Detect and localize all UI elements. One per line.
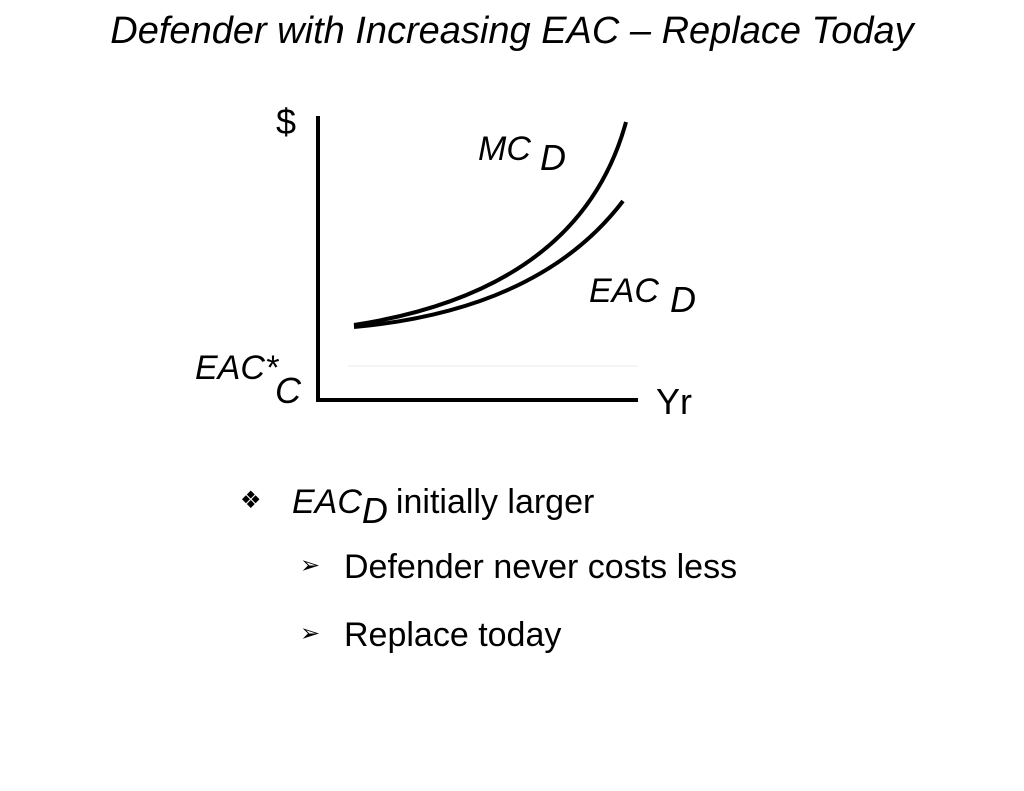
eac-d-curve xyxy=(353,199,625,329)
eac-d-label-text: EAC xyxy=(589,272,659,310)
eac-c-label: EAC* C xyxy=(195,349,302,411)
mc-d-label: MC D xyxy=(478,130,566,178)
sub-bullet-text: Replace today xyxy=(344,616,562,654)
slide-title: Defender with Increasing EAC – Replace T… xyxy=(110,10,914,52)
sub-bullet-item: ➢ Replace today xyxy=(300,616,561,655)
bullet-term-subscript: D xyxy=(361,490,388,531)
arrow-bullet-icon: ➢ xyxy=(300,552,321,579)
eac-c-label-text: EAC* xyxy=(195,349,280,387)
bullet-item-eac-d: ❖ EACD initially larger xyxy=(240,480,595,531)
diamond-bullet-icon: ❖ xyxy=(240,487,262,514)
eac-d-label-subscript: D xyxy=(670,279,696,320)
mc-d-curve xyxy=(353,121,628,327)
arrow-bullet-icon: ➢ xyxy=(300,620,321,647)
y-axis-label: $ xyxy=(276,101,296,142)
eac-d-label: EAC D xyxy=(589,272,696,320)
sub-bullet-item: ➢ Defender never costs less xyxy=(300,548,737,587)
sub-bullet-text: Defender never costs less xyxy=(344,548,738,586)
mc-label-subscript: D xyxy=(540,137,566,178)
mc-label-text: MC xyxy=(478,130,531,168)
bullet-text: initially larger xyxy=(395,483,595,521)
eac-c-label-subscript: C xyxy=(275,370,302,411)
x-axis-label: Yr xyxy=(656,381,692,422)
bullet-term: EAC xyxy=(292,483,362,521)
